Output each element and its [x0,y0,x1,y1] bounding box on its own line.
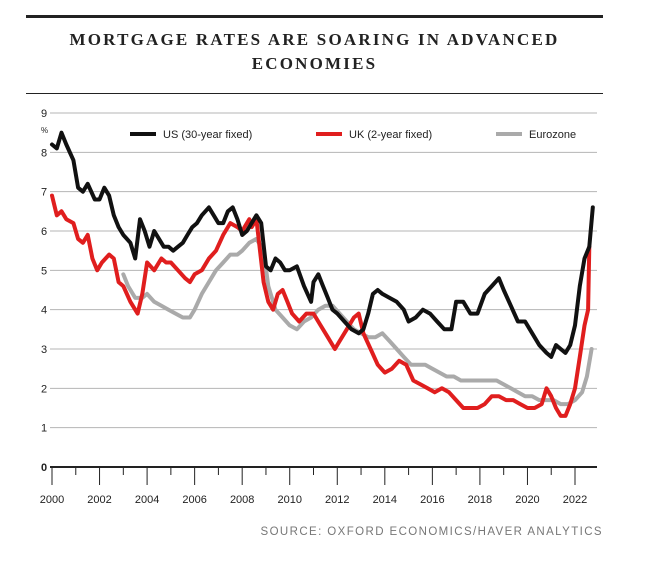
x-tick-label: 2002 [87,494,111,506]
title-divider [26,93,603,94]
y-tick-label: 8 [41,147,47,159]
y-tick-label: 6 [41,226,47,238]
x-tick-label: 2022 [563,494,587,506]
x-tick-label: 2006 [182,494,206,506]
y-tick-label: 5 [41,265,47,277]
x-tick-label: 2016 [420,494,444,506]
x-tick-label: 2018 [468,494,492,506]
series-line-uk-2-year-fixed [50,193,592,418]
legend-label: US (30-year fixed) [163,129,252,141]
series-line-us-30-year-fixed [50,130,595,359]
source-note: SOURCE: OXFORD ECONOMICS/HAVER ANALYTICS [260,526,603,538]
x-tick-label: 2010 [277,494,301,506]
top-rule [26,15,603,18]
y-tick-label: 9 [41,108,47,120]
x-tick-label: 2008 [230,494,254,506]
y-tick-label: 0 [41,462,47,474]
y-axis-unit: % [41,126,48,135]
y-tick-label: 2 [41,383,47,395]
legend-label: UK (2-year fixed) [349,129,432,141]
x-tick-label: 2020 [515,494,539,506]
y-tick-label: 1 [41,423,47,435]
legend-label: Eurozone [529,129,576,141]
y-tick-label: 3 [41,344,47,356]
x-tick-label: 2000 [40,494,64,506]
x-tick-label: 2004 [135,494,159,506]
y-tick-label: 7 [41,187,47,199]
x-tick-label: 2012 [325,494,349,506]
x-tick-label: 2014 [373,494,397,506]
chart-title: MORTGAGE RATES ARE SOARING IN ADVANCED E… [69,30,560,73]
y-tick-label: 4 [41,305,47,317]
